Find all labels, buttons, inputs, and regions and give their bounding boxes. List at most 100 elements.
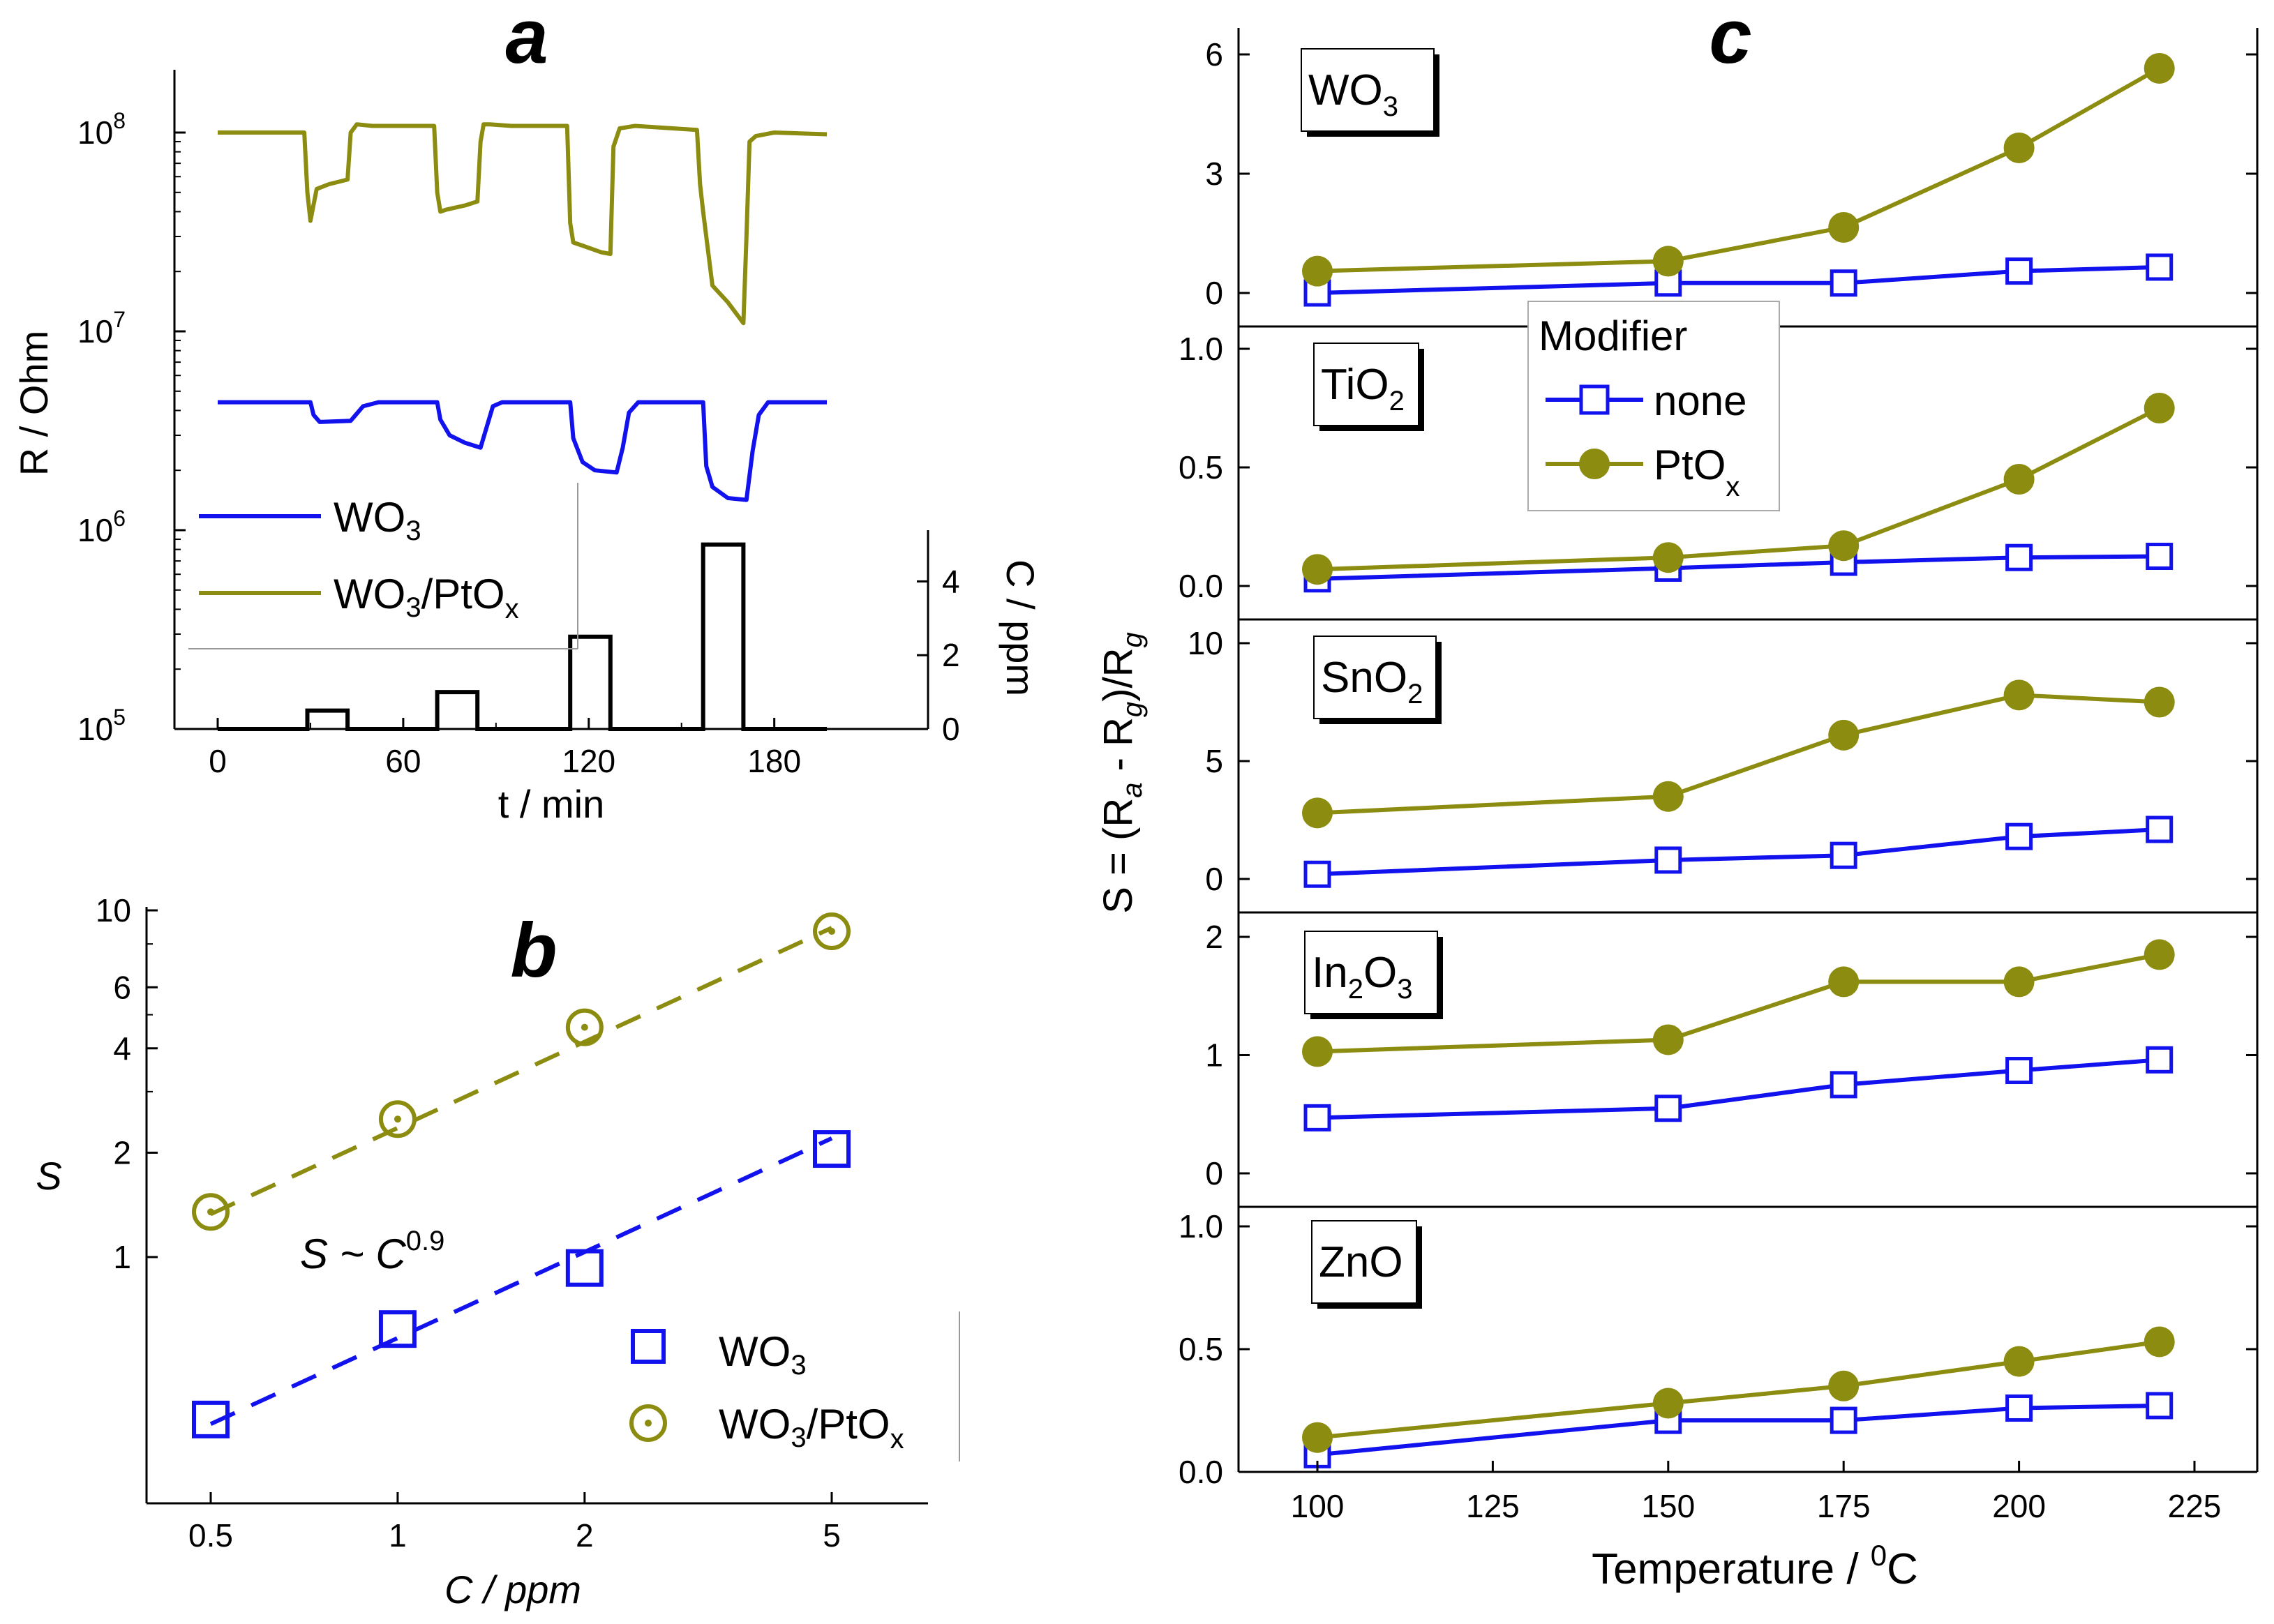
panel-c-point-ptox <box>2003 1346 2035 1377</box>
panel-c-point-none <box>1830 1071 1857 1099</box>
panel-c-ytick-label: 0.5 <box>1179 1331 1223 1367</box>
panel-c-label-box <box>1301 48 1435 132</box>
panel-a-ytick-base: 10 <box>77 114 113 151</box>
panel-c-point-none <box>2146 1392 2174 1420</box>
panel-c-ytick-label: 5 <box>1205 743 1223 779</box>
panel-b-point-wo3 <box>378 1310 417 1348</box>
panel-c-point-ptox <box>1828 1370 1860 1401</box>
panel-b-legend-label-ptox: WO3/PtOx <box>719 1401 904 1454</box>
panel-b-fit-wo3 <box>209 1136 833 1427</box>
panel-c-legend-title: Modifier <box>1539 313 1687 359</box>
panel-a-ytick-exp: 7 <box>113 307 126 332</box>
panel-b-xtick-label: 2 <box>576 1517 594 1554</box>
panel-c-xtick-label: 175 <box>1817 1488 1871 1524</box>
panel-c-point-ptox <box>2144 686 2175 718</box>
panel-c-legend-marker-ptox <box>1579 449 1610 479</box>
panel-c-legend-marker-none <box>1579 384 1610 415</box>
panel-c-label-part: TiO <box>1321 361 1389 409</box>
panel-c-ytick-label: 0 <box>1205 861 1223 897</box>
panel-c-point-ptox <box>1652 542 1684 573</box>
panel-c-point-none <box>1830 269 1857 297</box>
panel-c-ytick-label: 1.0 <box>1179 331 1223 367</box>
panel-c-point-ptox <box>2003 464 2035 495</box>
panel-c-label-sub: 2 <box>1389 386 1405 416</box>
panel-c-subplot-sno2: 0 5 10 SnO2 <box>1188 625 2257 914</box>
panel-a-ytick-base: 10 <box>77 512 113 548</box>
panel-a-xtick-label: 120 <box>562 743 615 779</box>
panel-c-legend: Modifier none PtOx <box>1527 301 1780 511</box>
panel-c-point-none <box>1830 1406 1857 1434</box>
panel-a-xtick-label: 60 <box>385 743 421 779</box>
panel-b-legend-label-wo3: WO3 <box>719 1328 807 1381</box>
panel-a-right-ylabel: C / ppm <box>998 559 1042 696</box>
panel-b-point-wo3-ptox <box>378 1100 417 1138</box>
panel-a-rtick-label: 0 <box>942 711 960 747</box>
panel-c-point-ptox <box>1652 781 1684 812</box>
panel-c-letter: c <box>1709 0 1751 80</box>
panel-c-ytick-label: 6 <box>1205 36 1223 73</box>
panel-c-point-none <box>2005 1394 2033 1422</box>
panel-b-point-wo3-ptox <box>565 1008 604 1046</box>
panel-a-ytick-label: 107 <box>77 307 126 349</box>
panel-c-point-none <box>2146 1046 2174 1074</box>
panel-b-ytick-label: 6 <box>113 969 131 1005</box>
panel-c-ytick-label: 0.5 <box>1179 449 1223 486</box>
panel-c-ytick-label: 1.0 <box>1179 1208 1223 1245</box>
panel-a-series-wo3-ptox <box>218 122 828 326</box>
panel-c-label-text: SnO2 <box>1321 654 1423 709</box>
panel-c-ytick-label: 10 <box>1188 625 1223 661</box>
panel-c-point-ptox <box>1302 1422 1333 1453</box>
panel-c-ytick-label: 0.0 <box>1179 1454 1223 1490</box>
panel-a-ytick-exp: 6 <box>113 506 126 531</box>
panel-a-ytick-exp: 5 <box>113 705 126 730</box>
panel-a-ytick-base: 10 <box>77 313 113 349</box>
panel-b-point-wo3 <box>192 1400 230 1438</box>
panel-a-series-wo3 <box>218 400 827 502</box>
panel-c-series-none <box>1317 554 2160 581</box>
panel-b-letter: b <box>510 908 557 993</box>
panel-c-ytick-label: 0 <box>1205 1155 1223 1191</box>
panel-c-series-ptox <box>1317 693 2160 815</box>
panel-c-point-ptox <box>1302 1036 1333 1067</box>
panel-c: c 036WO30.00.51.0TiO20510SnO2012In2O30.0… <box>1095 0 2259 1593</box>
panel-c-label-part: O <box>1363 949 1397 997</box>
panel-c-point-none <box>1654 846 1682 874</box>
panel-b-xtick-label: 0.5 <box>188 1517 233 1554</box>
panel-c-point-ptox <box>2003 966 2035 998</box>
panel-b-xtick-label: 1 <box>389 1517 407 1554</box>
panel-a-ytick-exp: 8 <box>113 108 126 133</box>
panel-c-subplot-tio2: 0.0 0.5 1.0 TiO2 <box>1179 331 2257 621</box>
panel-c-series-none <box>1317 1404 2160 1457</box>
panel-c-point-none <box>2005 257 2033 285</box>
panel-c-label-text: WO3 <box>1308 66 1398 122</box>
panel-c-point-ptox <box>1652 1388 1684 1419</box>
panel-c-point-ptox <box>2144 939 2175 970</box>
panel-b-point-wo3-ptox <box>813 912 851 951</box>
panel-a-ytick-label: 105 <box>77 705 126 747</box>
panel-c-ytick-label: 0.0 <box>1179 568 1223 604</box>
panel-b-point-wo3-ptox-dot <box>207 1208 214 1216</box>
panel-c-label-text: In2O3 <box>1312 949 1412 1005</box>
panel-a-rtick-label: 2 <box>942 637 960 673</box>
panel-c-xtick-label: 200 <box>1992 1488 2046 1524</box>
panel-c-xtick-label: 100 <box>1291 1488 1345 1524</box>
panel-b-annotation: S ~ C0.9 <box>300 1226 444 1277</box>
panel-b-point-wo3-ptox-dot <box>581 1023 588 1031</box>
panel-a-legend: WO3 WO3/PtOx <box>188 483 578 649</box>
panel-c-label-text: TiO2 <box>1321 361 1405 416</box>
panel-c-point-ptox <box>2144 1326 2175 1358</box>
panel-a-ytick-label: 106 <box>77 506 126 548</box>
panel-b-legend-marker-wo3 <box>631 1329 666 1364</box>
panel-c-ytick-label: 2 <box>1205 919 1223 955</box>
panel-c-legend-frame <box>1527 301 1780 511</box>
panel-c-point-none <box>2146 815 2174 843</box>
panel-c-label-part: In <box>1312 949 1348 997</box>
panel-b: b 1 2 4 6 10 0.5 1 2 5 S C / ppm S ~ C0.9 WO3 W… <box>36 892 960 1611</box>
panel-c-ylabel: S = (Ra - Rg)/Rg <box>1095 632 1148 914</box>
panel-a-xtick-label: 180 <box>747 743 801 779</box>
panel-c-label-box <box>1313 636 1437 719</box>
panel-b-ytick-label: 2 <box>113 1134 131 1171</box>
